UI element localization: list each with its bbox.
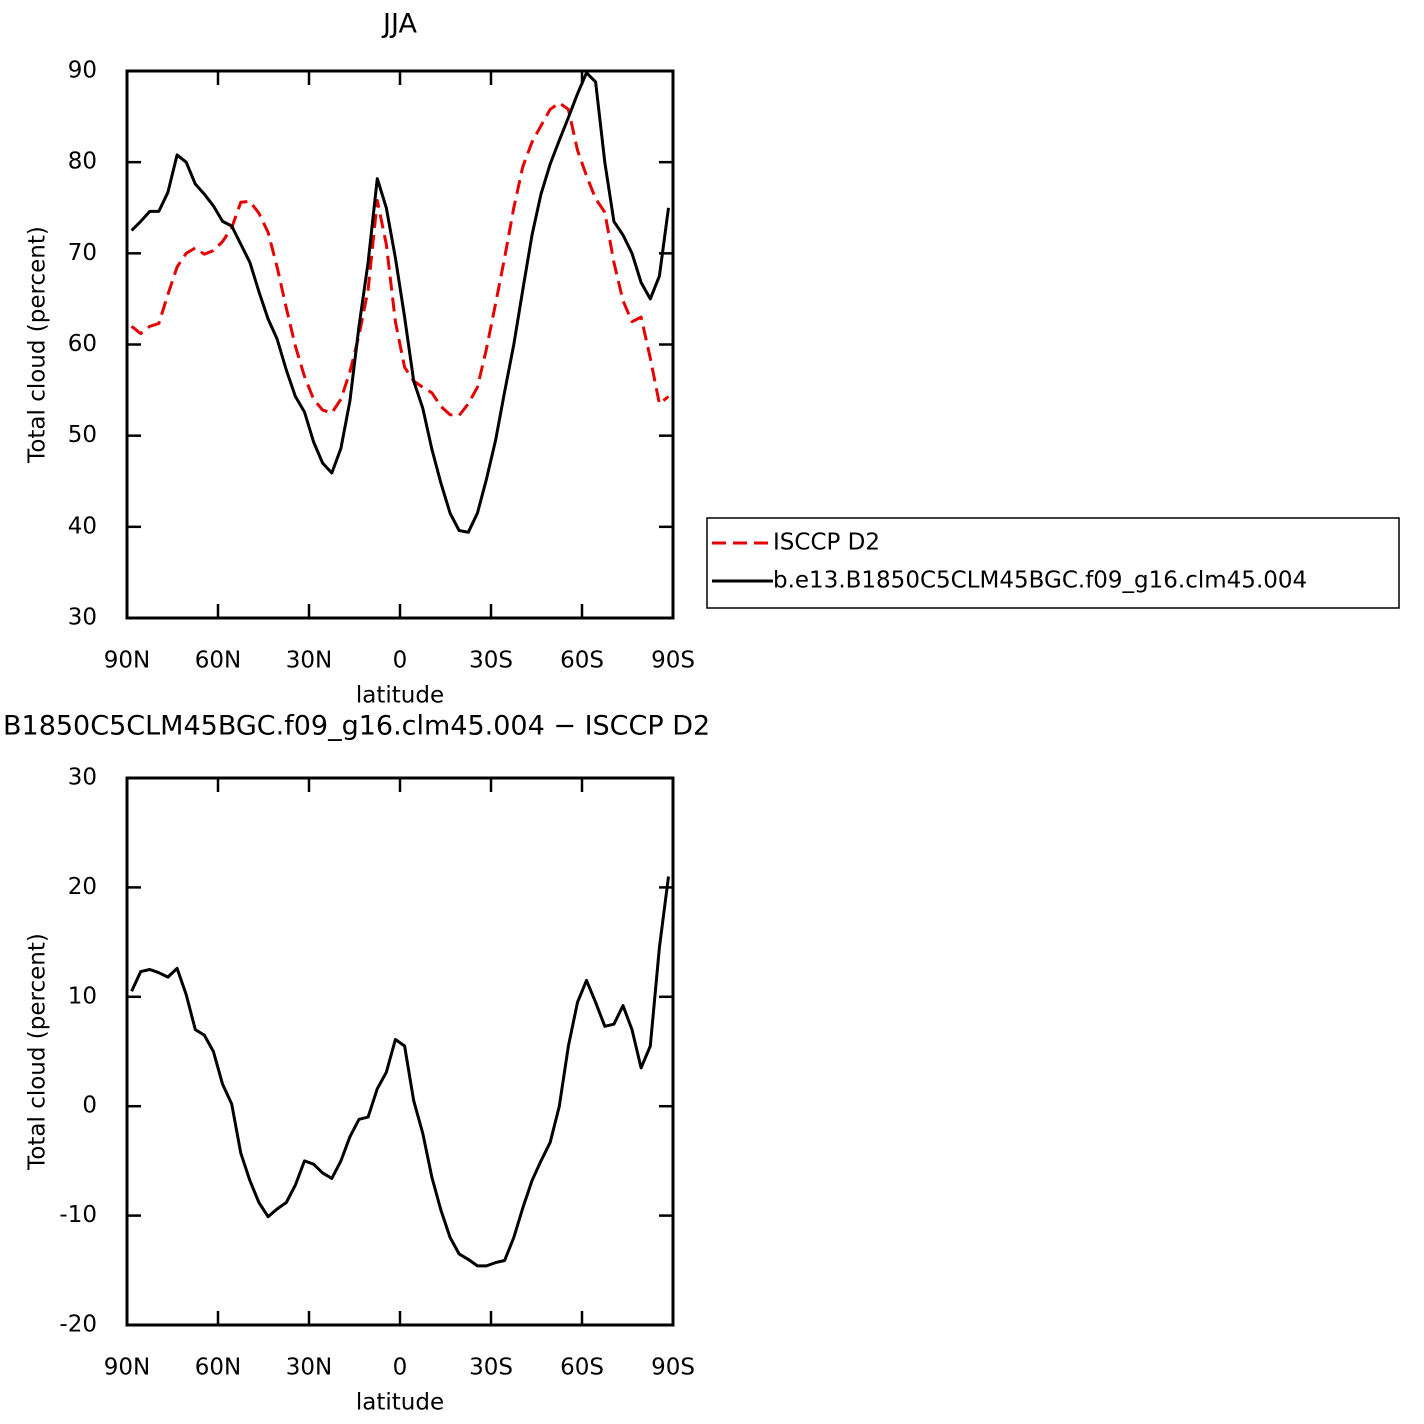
y-tick-label: 70	[68, 240, 97, 266]
chart-title: JJA	[381, 9, 417, 40]
chart-title: B1850C5CLM45BGC.f09_g16.clm45.004 − ISCC…	[3, 711, 710, 742]
y-tick-label: 90	[68, 58, 97, 84]
x-tick-label: 0	[393, 1355, 408, 1381]
series-line	[130, 876, 670, 1268]
x-tick-label: 30N	[286, 1355, 332, 1381]
x-tick-label: 0	[393, 648, 408, 674]
plot-frame	[125, 776, 675, 1327]
x-axis-label: latitude	[356, 1390, 444, 1416]
plot-frame	[125, 69, 675, 620]
legend-label: b.e13.B1850C5CLM45BGC.f09_g16.clm45.004	[773, 568, 1307, 594]
y-tick-label: 50	[68, 422, 97, 448]
x-tick-label: 30S	[469, 648, 513, 674]
y-tick-label: 40	[68, 513, 97, 539]
x-tick-label: 90S	[651, 1355, 695, 1381]
y-tick-label: 20	[68, 874, 97, 900]
x-tick-label: 90N	[104, 648, 150, 674]
x-tick-label: 30N	[286, 648, 332, 674]
y-tick-label: 80	[68, 149, 97, 175]
x-tick-label: 60S	[560, 648, 604, 674]
y-tick-label: 10	[68, 983, 97, 1009]
series-line	[130, 71, 670, 534]
x-tick-label: 60S	[560, 1355, 604, 1381]
y-axis-label: Total cloud (percent)	[25, 933, 51, 1171]
x-axis-label: latitude	[356, 683, 444, 709]
legend-label: ISCCP D2	[773, 530, 880, 556]
x-tick-label: 60N	[195, 1355, 241, 1381]
x-tick-label: 90N	[104, 1355, 150, 1381]
y-axis-label: Total cloud (percent)	[25, 226, 51, 464]
y-tick-label: 60	[68, 331, 97, 357]
legend-box	[706, 517, 1400, 609]
x-tick-label: 60N	[195, 648, 241, 674]
x-tick-label: 30S	[469, 1355, 513, 1381]
y-tick-label: 0	[82, 1093, 97, 1119]
series-line	[130, 101, 670, 418]
x-tick-label: 90S	[651, 648, 695, 674]
y-tick-label: 30	[68, 765, 97, 791]
y-tick-label: -20	[59, 1312, 97, 1338]
y-tick-label: 30	[68, 605, 97, 631]
y-tick-label: -10	[59, 1202, 97, 1228]
